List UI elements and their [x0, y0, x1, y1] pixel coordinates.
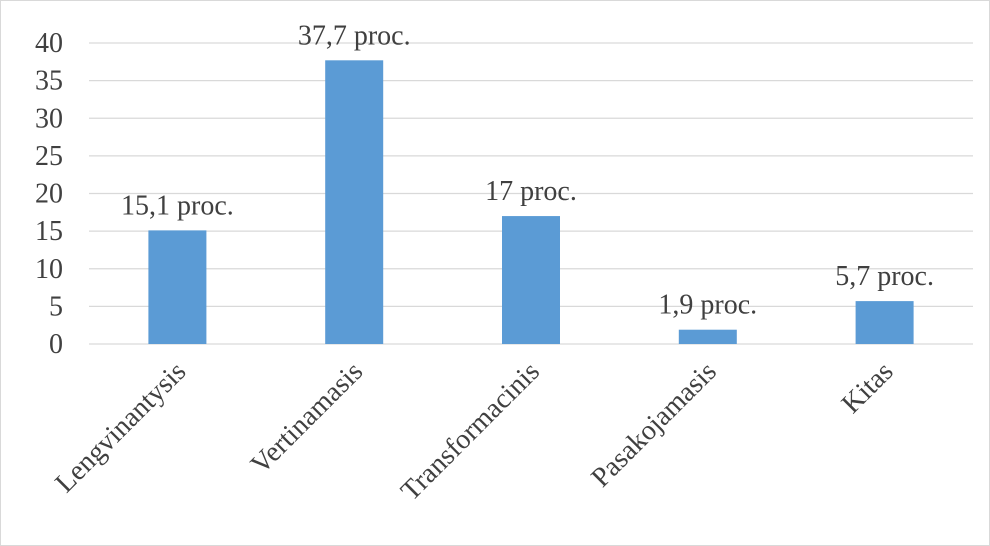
y-axis-ticks: 0 5 10 15 20 25 30 35 40 — [35, 28, 63, 360]
data-labels: 15,1 proc. 37,7 proc. 17 proc. 1,9 proc. 5,7… — [121, 20, 934, 320]
y-tick-label: 15 — [35, 216, 63, 247]
data-label: 37,7 proc. — [298, 20, 411, 51]
category-label: Transformacinis — [395, 356, 546, 507]
bar — [678, 329, 737, 344]
bars — [148, 60, 914, 345]
bar — [502, 216, 560, 344]
category-label: Vertinamasis — [245, 356, 369, 480]
data-label: 1,9 proc. — [658, 290, 757, 321]
data-label: 17 proc. — [485, 176, 577, 207]
y-tick-label: 30 — [35, 103, 63, 134]
category-label: Kitas — [836, 356, 900, 420]
x-axis-categories: Lengvinantysis Vertinamasis Transformacini… — [49, 356, 899, 507]
y-tick-label: 5 — [49, 291, 63, 322]
y-tick-label: 35 — [35, 66, 63, 97]
data-label: 15,1 proc. — [121, 190, 234, 221]
category-label: Lengvinantysis — [49, 356, 192, 499]
y-tick-label: 20 — [35, 179, 63, 210]
y-tick-label: 25 — [35, 141, 63, 172]
category-label: Pasakojamasis — [585, 356, 722, 493]
y-tick-label: 10 — [35, 254, 63, 285]
data-label: 5,7 proc. — [835, 261, 934, 292]
y-tick-label: 0 — [49, 329, 63, 360]
bar — [325, 60, 384, 345]
gridlines — [89, 42, 973, 345]
bar — [855, 301, 914, 344]
y-tick-label: 40 — [35, 28, 63, 59]
bar — [148, 230, 207, 344]
